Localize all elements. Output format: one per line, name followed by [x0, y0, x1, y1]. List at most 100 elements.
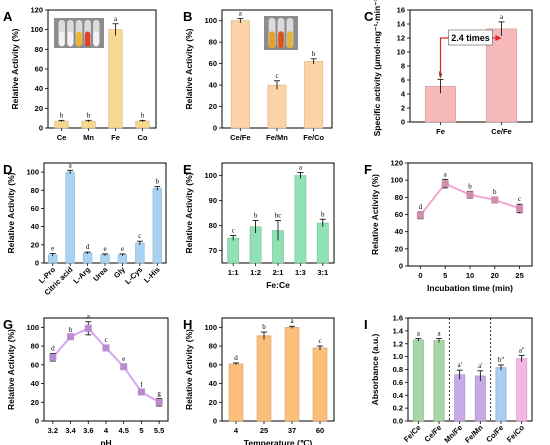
y-tick-label-h: 80	[209, 342, 217, 351]
significance-letter-i: b''	[498, 356, 504, 364]
panel-h: H 0 20 40 60 80 100 Relative Activity (%) 4 25 37 6…	[183, 317, 335, 445]
panel-f: F 0 20 40 60 80 100 120 Relative Activity (%) 0 5 1…	[364, 159, 533, 293]
y-tick-label-a: 40	[35, 84, 43, 93]
data-point-g	[67, 333, 75, 341]
x-axis-label-g: pH	[100, 438, 111, 445]
y-tick-label-d: 60	[31, 204, 39, 213]
y-tick-label-f: 80	[395, 193, 403, 202]
y-tick-label-d: 80	[31, 186, 39, 195]
y-tick-label-h: 0	[213, 417, 217, 426]
significance-letter-a: b	[60, 111, 64, 119]
bar-b	[267, 84, 287, 129]
significance-letter-e: bc	[275, 212, 282, 220]
x-axis-label-h: Temperature (℃)	[244, 438, 313, 445]
bar-h	[228, 363, 244, 422]
y-tick-label-h: 20	[209, 398, 217, 407]
panel-a: A 0 20 40 60 80 100 120 Relative Activity (%) Ce M…	[3, 6, 157, 142]
x-tick-label-h: 4	[234, 426, 239, 435]
y-axis-label-f: Relative Activity (%)	[370, 174, 380, 255]
data-point-f	[441, 180, 449, 188]
y-axis-label-c: Specific activity (μmol·mg⁻¹·min⁻¹)	[372, 0, 382, 136]
y-tick-label-d: 20	[31, 240, 39, 249]
significance-letter-a: b	[141, 111, 145, 119]
y-tick-label-c: 12	[397, 34, 405, 43]
vial-liquid-a	[93, 31, 99, 47]
y-axis-label-i: Absorbance (a.u.)	[370, 333, 380, 405]
x-tick-label-e: 1:1	[228, 268, 239, 277]
bar-b	[304, 61, 324, 129]
y-tick-label-c: 10	[397, 48, 405, 57]
y-axis-label-h: Relative Activity (%)	[184, 329, 194, 410]
vial-liquid-b	[287, 31, 293, 49]
bar-i	[516, 358, 528, 422]
y-tick-label-b: 60	[209, 59, 217, 68]
panel-label-f: F	[364, 162, 372, 177]
bar-a	[54, 120, 69, 129]
significance-letter-i: a'	[457, 361, 461, 369]
y-tick-label-b: 0	[213, 124, 217, 133]
bar-a	[108, 29, 123, 129]
y-tick-label-a: 100	[30, 25, 43, 34]
plot-frame-i	[407, 317, 533, 422]
y-tick-label-g: 60	[31, 360, 39, 369]
x-tick-label-g: 5.5	[154, 426, 164, 435]
panel-i: I 0.0 0.2 0.4 0.6 0.8 1.0 1.2 1.4 1.6 Absorbance (…	[364, 314, 533, 445]
panel-label-c: C	[364, 9, 374, 24]
y-tick-label-c: 16	[397, 6, 405, 15]
y-tick-label-b: 40	[209, 81, 217, 90]
x-tick-label-f: 0	[418, 271, 422, 280]
y-tick-label-a: 80	[35, 45, 43, 54]
panel-label-i: I	[364, 317, 368, 332]
y-axis-label-g: Relative Activity (%)	[6, 329, 16, 410]
annotation-box-c	[448, 29, 493, 46]
data-point-g	[49, 353, 57, 361]
y-tick-label-f: 20	[395, 244, 403, 253]
x-tick-label-f: 25	[515, 271, 523, 280]
plot-frame-f	[407, 162, 533, 267]
significance-letter-f: d	[419, 203, 423, 211]
y-tick-label-f: 0	[399, 262, 403, 271]
x-tick-label-d: L-Cys	[123, 265, 144, 286]
y-tick-label-a: 60	[35, 65, 43, 74]
bar-h	[256, 335, 272, 422]
y-tick-label-g: 100	[26, 323, 39, 332]
significance-letter-f: a	[444, 170, 448, 178]
plot-frame-g	[43, 317, 169, 422]
bar-d	[135, 242, 145, 264]
y-tick-label-h: 100	[204, 323, 217, 332]
x-tick-label-h: 60	[316, 426, 324, 435]
data-point-g	[84, 324, 92, 332]
data-point-f	[491, 196, 499, 204]
y-tick-label-c: 0	[401, 118, 405, 127]
panel-b: B 0 20 40 60 80 100 Relative Activity (%) Ce/Fe F…	[183, 9, 333, 142]
x-axis-label-f: Incubation time (min)	[427, 283, 513, 293]
significance-letter-e: b	[321, 210, 325, 218]
data-point-g	[137, 388, 145, 396]
significance-letter-e: a	[299, 164, 303, 172]
x-tick-label-c: Fe	[436, 127, 445, 136]
vial-liquid-a	[84, 31, 91, 47]
panel-e: E 70 80 90 100 Relative Activity (%) 1:1 1:2 2:1…	[183, 162, 335, 290]
y-tick-label-f: 100	[390, 176, 403, 185]
significance-letter-b: a	[239, 10, 243, 18]
x-tick-label-c: Ce/Fe	[491, 127, 511, 136]
y-tick-label-h: 60	[209, 360, 217, 369]
bar-h	[312, 347, 328, 422]
significance-letter-g: g	[157, 390, 161, 398]
panel-label-h: H	[183, 317, 192, 332]
bar-e	[316, 222, 329, 264]
y-tick-label-h: 40	[209, 379, 217, 388]
vial-liquid-a	[76, 31, 82, 47]
y-tick-label-g: 40	[31, 379, 39, 388]
vial-liquid-b	[269, 31, 275, 49]
significance-letter-a: a	[114, 15, 118, 23]
y-tick-label-i: 1.6	[393, 314, 403, 323]
bar-d	[65, 171, 75, 264]
y-axis-label-a: Relative Activity (%)	[10, 28, 20, 109]
y-tick-label-c: 14	[397, 20, 406, 29]
vial-liquid-b	[278, 31, 284, 49]
x-tick-label-i: Fe/Mn	[463, 423, 485, 445]
y-tick-label-a: 120	[30, 6, 43, 15]
y-tick-label-c: 4	[401, 90, 406, 99]
